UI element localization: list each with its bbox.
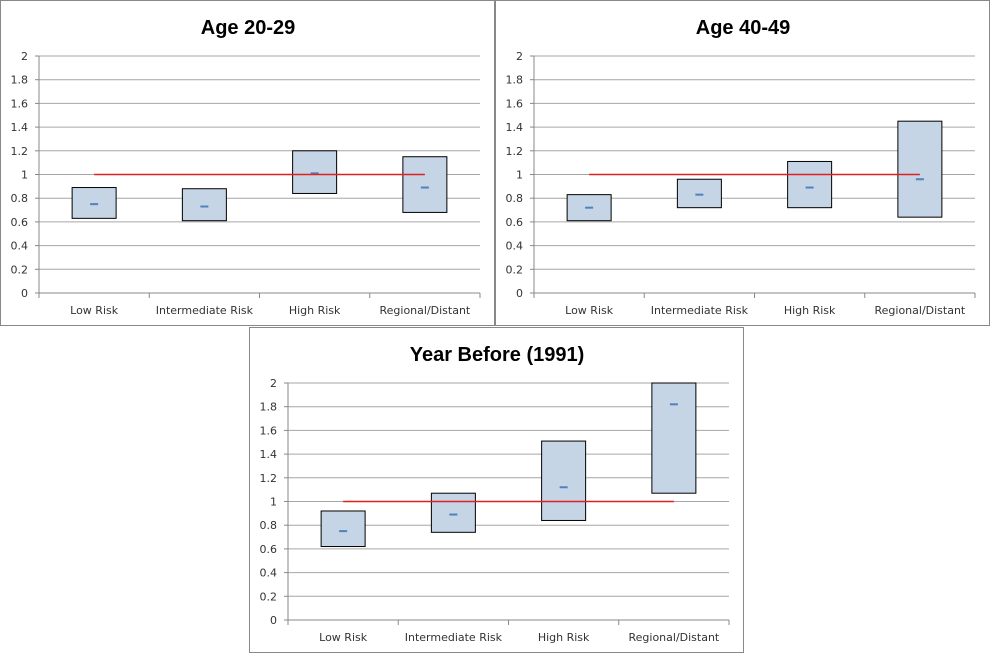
y-tick-label: 1.2 bbox=[11, 145, 29, 158]
category-label: Low Risk bbox=[565, 304, 614, 317]
interval-box bbox=[651, 382, 697, 494]
y-tick-label: 1.6 bbox=[260, 424, 278, 437]
y-tick-label: 0.8 bbox=[260, 519, 278, 532]
y-tick-label: 0.2 bbox=[260, 590, 278, 603]
y-tick-label: 1.4 bbox=[260, 448, 278, 461]
y-tick-label: 2 bbox=[516, 50, 523, 63]
y-tick-label: 1.2 bbox=[260, 472, 278, 485]
chart-panel-year-before-1991: Year Before (1991) 0 0.2 0.4 0.6 0.8 1 1.2 1.4 1.… bbox=[249, 327, 744, 653]
chart-svg: Year Before (1991) 0 0.2 0.4 0.6 0.8 1 1.2 1.4 1.… bbox=[260, 344, 730, 644]
category-label: Intermediate Risk bbox=[156, 304, 254, 317]
chart-title: Age 40-49 bbox=[696, 17, 791, 39]
interval-box bbox=[181, 188, 227, 222]
y-tick-label: 0.4 bbox=[11, 240, 29, 253]
y-tick-label: 1.4 bbox=[506, 121, 524, 134]
y-tick-label: 1 bbox=[270, 496, 277, 509]
y-tick-label: 0 bbox=[516, 287, 523, 300]
interval-box bbox=[787, 160, 833, 209]
y-tick-label: 1.8 bbox=[11, 74, 29, 87]
y-tick-label: 0 bbox=[270, 614, 277, 627]
chart-panel-age-40-49: Age 40-49 0 0.2 0.4 0.6 0.8 1 1.2 1.4 1.6 1.8 2 Low … bbox=[495, 0, 990, 326]
y-tick-label: 1.2 bbox=[506, 145, 524, 158]
y-tick-label: 0.6 bbox=[506, 216, 524, 229]
y-tick-label: 0.2 bbox=[506, 263, 524, 276]
interval-box bbox=[566, 194, 612, 222]
category-label: Intermediate Risk bbox=[405, 631, 503, 644]
category-label: High Risk bbox=[538, 631, 590, 644]
chart-panel-age-20-29: Age 20-29 0 0.2 0.4 0.6 0.8 1 1.2 1.4 1.6 1.8 2 Low … bbox=[0, 0, 495, 326]
y-tick-label: 0.6 bbox=[11, 216, 29, 229]
y-tick-label: 0.8 bbox=[11, 192, 29, 205]
y-tick-label: 2 bbox=[21, 50, 28, 63]
category-label: High Risk bbox=[289, 304, 341, 317]
interval-box bbox=[897, 120, 943, 218]
chart-svg: Age 40-49 0 0.2 0.4 0.6 0.8 1 1.2 1.4 1.6 1.8 2 Low … bbox=[506, 17, 976, 317]
y-tick-label: 0.2 bbox=[11, 263, 29, 276]
interval-box bbox=[71, 187, 117, 219]
y-tick-label: 0.8 bbox=[506, 192, 524, 205]
y-tick-label: 1.4 bbox=[11, 121, 29, 134]
y-tick-label: 1 bbox=[21, 169, 28, 182]
interval-box bbox=[292, 150, 338, 194]
interval-box bbox=[676, 178, 722, 209]
category-label: Intermediate Risk bbox=[651, 304, 749, 317]
category-label: Regional/Distant bbox=[628, 631, 719, 644]
y-tick-label: 1.8 bbox=[506, 74, 524, 87]
y-tick-label: 1.8 bbox=[260, 401, 278, 414]
y-tick-label: 1 bbox=[516, 169, 523, 182]
y-tick-label: 1.6 bbox=[11, 97, 29, 110]
category-label: Low Risk bbox=[70, 304, 119, 317]
chart-title: Year Before (1991) bbox=[410, 344, 585, 366]
interval-box bbox=[402, 156, 448, 213]
interval-box bbox=[320, 510, 366, 548]
category-label: Regional/Distant bbox=[874, 304, 965, 317]
y-tick-label: 0.4 bbox=[506, 240, 524, 253]
category-label: Low Risk bbox=[319, 631, 368, 644]
chart-title: Age 20-29 bbox=[201, 17, 296, 39]
chart-svg: Age 20-29 0 0.2 0.4 0.6 0.8 1 1.2 1.4 1.6 1.8 2 Low … bbox=[11, 17, 481, 317]
y-tick-label: 0.4 bbox=[260, 567, 278, 580]
y-tick-label: 1.6 bbox=[506, 97, 524, 110]
y-tick-label: 2 bbox=[270, 377, 277, 390]
interval-box bbox=[541, 440, 587, 521]
interval-box bbox=[430, 492, 476, 533]
category-label: High Risk bbox=[784, 304, 836, 317]
y-tick-label: 0 bbox=[21, 287, 28, 300]
category-label: Regional/Distant bbox=[379, 304, 470, 317]
y-tick-label: 0.6 bbox=[260, 543, 278, 556]
